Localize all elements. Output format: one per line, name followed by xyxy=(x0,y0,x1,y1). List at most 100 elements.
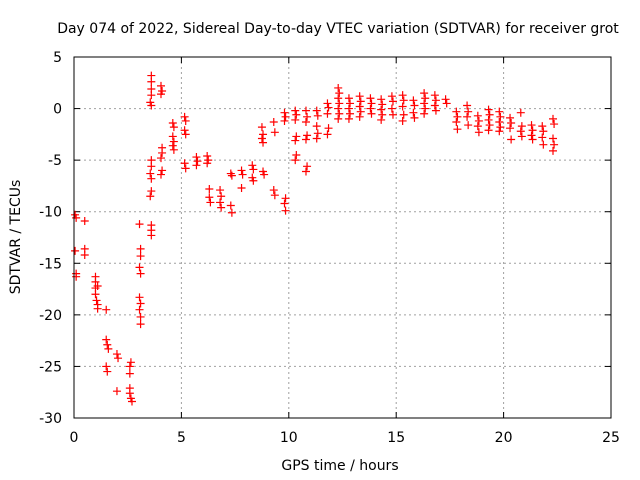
data-point xyxy=(205,185,214,194)
data-point xyxy=(280,199,289,208)
data-point xyxy=(270,191,279,200)
data-point xyxy=(280,116,289,125)
plot-frame xyxy=(73,56,612,419)
data-point xyxy=(125,369,134,378)
data-point xyxy=(203,152,212,161)
x-tick-label: 0 xyxy=(70,430,79,446)
data-point xyxy=(335,109,344,118)
data-point xyxy=(168,132,177,141)
data-point xyxy=(205,193,214,202)
data-point xyxy=(248,161,257,170)
data-point xyxy=(136,252,145,261)
data-point xyxy=(147,162,156,171)
y-tick-label: -25 xyxy=(39,359,62,375)
data-point xyxy=(335,89,344,98)
data-point xyxy=(292,132,301,141)
data-point xyxy=(226,169,235,178)
y-tick-label: -30 xyxy=(39,411,62,427)
data-point xyxy=(125,389,134,398)
data-point xyxy=(91,290,100,299)
data-point xyxy=(334,114,343,123)
data-point xyxy=(323,99,332,108)
data-point xyxy=(323,109,332,118)
data-point xyxy=(270,128,279,137)
data-point xyxy=(72,272,81,281)
data-point xyxy=(260,170,269,179)
data-point xyxy=(398,91,407,100)
data-point xyxy=(344,114,353,123)
data-point xyxy=(355,112,364,121)
y-tick-label: 5 xyxy=(53,50,62,66)
data-point xyxy=(484,126,493,135)
data-point xyxy=(257,134,266,143)
data-point xyxy=(281,112,290,121)
data-point xyxy=(259,138,268,147)
chart-title: Day 074 of 2022, Sidereal Day-to-day VTE… xyxy=(57,21,619,37)
x-tick-label: 20 xyxy=(495,430,513,446)
data-point xyxy=(312,122,321,131)
data-point xyxy=(147,187,156,196)
data-point xyxy=(259,130,268,139)
data-point xyxy=(291,106,300,115)
data-point xyxy=(367,109,376,118)
data-point xyxy=(516,108,525,117)
data-point xyxy=(249,176,258,185)
data-point xyxy=(538,122,547,131)
data-point xyxy=(147,91,156,100)
data-point xyxy=(495,107,504,116)
data-point xyxy=(291,156,300,165)
data-point xyxy=(538,133,547,142)
data-point xyxy=(464,107,473,116)
data-point xyxy=(377,95,386,104)
data-point xyxy=(180,159,189,168)
data-point xyxy=(506,124,515,133)
data-point xyxy=(136,299,145,308)
data-point xyxy=(312,134,321,143)
data-point xyxy=(507,135,516,144)
data-point xyxy=(495,117,504,126)
data-point xyxy=(441,95,450,104)
data-point xyxy=(355,92,364,101)
y-tick-labels: -30 -25 -20 -15 -10 -5 0 5 xyxy=(39,50,62,427)
data-point xyxy=(539,140,548,149)
data-point xyxy=(453,125,462,134)
data-point xyxy=(292,110,301,119)
data-point xyxy=(292,150,301,159)
data-point xyxy=(112,387,121,396)
data-point xyxy=(303,131,312,140)
data-point xyxy=(366,94,375,103)
data-point xyxy=(527,131,536,140)
data-point xyxy=(464,121,473,130)
data-point xyxy=(103,367,112,376)
data-point xyxy=(135,263,144,272)
data-point xyxy=(410,113,419,122)
grid-lines xyxy=(74,57,611,418)
data-point xyxy=(473,111,482,120)
data-point xyxy=(169,123,178,132)
data-point xyxy=(136,269,145,278)
data-point xyxy=(398,102,407,111)
data-point xyxy=(474,128,483,137)
data-point xyxy=(303,112,312,121)
data-point xyxy=(147,231,156,240)
y-axis-label: SDTVAR / TECUs xyxy=(8,180,24,295)
data-point xyxy=(126,358,135,367)
data-point xyxy=(93,281,102,290)
x-tick-label: 10 xyxy=(280,430,298,446)
x-axis-label: GPS time / hours xyxy=(281,458,398,474)
data-point xyxy=(539,127,548,136)
data-point xyxy=(507,119,516,128)
data-point xyxy=(550,120,559,129)
data-point xyxy=(324,124,333,133)
data-point xyxy=(227,208,236,217)
data-point xyxy=(323,130,332,139)
data-point xyxy=(217,203,226,212)
data-point xyxy=(237,183,246,192)
data-point xyxy=(103,340,112,349)
data-point xyxy=(169,137,178,146)
data-point xyxy=(102,362,111,371)
data-point xyxy=(452,117,461,126)
data-point xyxy=(409,108,418,117)
data-point xyxy=(517,132,526,141)
